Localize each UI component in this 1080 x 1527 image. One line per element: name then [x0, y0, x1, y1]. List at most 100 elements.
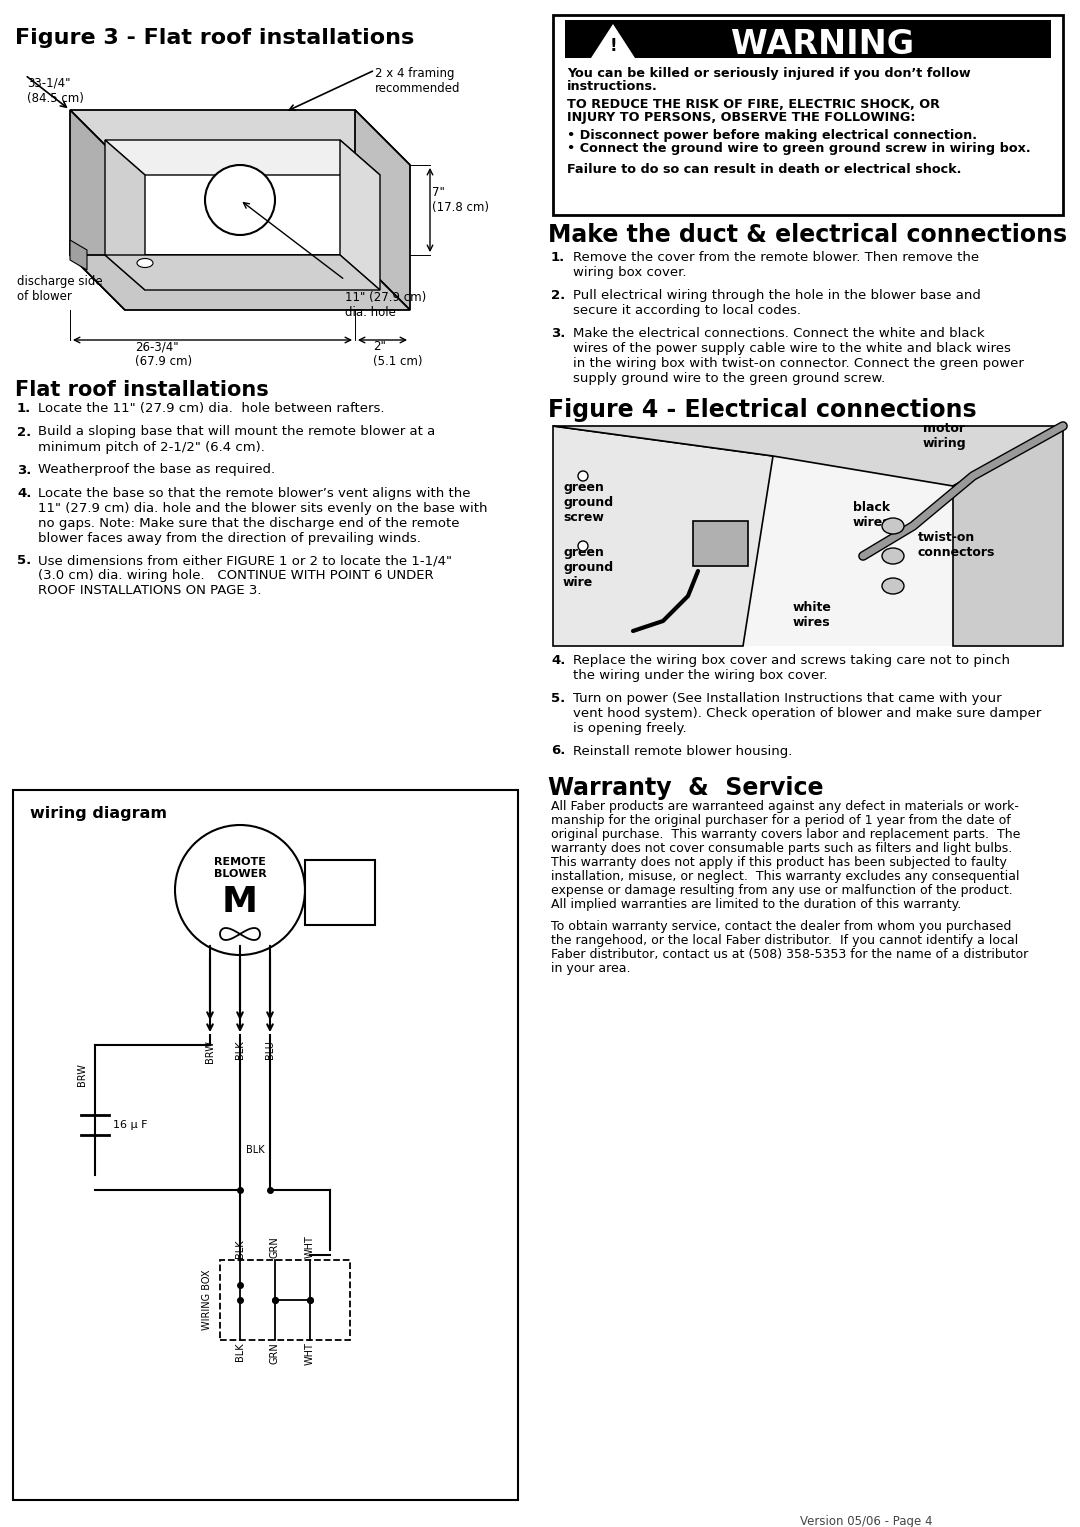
Circle shape — [205, 165, 275, 235]
Text: WARNING: WARNING — [731, 29, 915, 61]
Text: in your area.: in your area. — [551, 962, 631, 976]
Text: Turn on power (See Installation Instructions that came with your
vent hood syste: Turn on power (See Installation Instruct… — [573, 692, 1041, 734]
Text: BLK: BLK — [235, 1342, 245, 1361]
Polygon shape — [553, 426, 773, 646]
Text: instructions.: instructions. — [567, 79, 658, 93]
Text: INJURY TO PERSONS, OBSERVE THE FOLLOWING:: INJURY TO PERSONS, OBSERVE THE FOLLOWING… — [567, 111, 916, 124]
Text: motor
wiring: motor wiring — [923, 421, 967, 450]
Polygon shape — [340, 140, 380, 290]
Text: 2"
(5.1 cm): 2" (5.1 cm) — [373, 341, 422, 368]
Text: installation, misuse, or neglect.  This warranty excludes any consequential: installation, misuse, or neglect. This w… — [551, 870, 1020, 883]
Text: Locate the 11" (27.9 cm) dia.  hole between rafters.: Locate the 11" (27.9 cm) dia. hole betwe… — [38, 402, 384, 415]
Text: 2.: 2. — [17, 426, 31, 438]
Text: !: ! — [609, 37, 617, 55]
Bar — [553, 426, 1063, 646]
Text: green
ground
screw: green ground screw — [563, 481, 613, 524]
Polygon shape — [553, 426, 1063, 486]
Text: discharge side
of blower: discharge side of blower — [17, 275, 103, 302]
Polygon shape — [105, 255, 380, 290]
Text: BRW: BRW — [77, 1064, 87, 1086]
Bar — [13, 789, 518, 1500]
Text: 1.: 1. — [17, 402, 31, 415]
Polygon shape — [105, 140, 380, 176]
Text: • Disconnect power before making electrical connection.: • Disconnect power before making electri… — [567, 128, 977, 142]
Bar — [220, 1260, 350, 1341]
Text: twist-on
connectors: twist-on connectors — [918, 531, 996, 559]
Polygon shape — [355, 110, 410, 310]
Polygon shape — [953, 426, 1063, 646]
Circle shape — [175, 825, 305, 954]
Ellipse shape — [882, 579, 904, 594]
Text: BLK: BLK — [235, 1040, 245, 1058]
Bar — [693, 521, 748, 567]
Text: warranty does not cover consumable parts such as filters and light bulbs.: warranty does not cover consumable parts… — [551, 841, 1012, 855]
Text: Version 05/06 - Page 4: Version 05/06 - Page 4 — [800, 1515, 932, 1527]
Text: TO REDUCE THE RISK OF FIRE, ELECTRIC SHOCK, OR: TO REDUCE THE RISK OF FIRE, ELECTRIC SHO… — [567, 98, 940, 111]
Bar — [553, 15, 1063, 215]
Text: Reinstall remote blower housing.: Reinstall remote blower housing. — [573, 745, 793, 757]
Text: Build a sloping base that will mount the remote blower at a
minimum pitch of 2-1: Build a sloping base that will mount the… — [38, 426, 435, 454]
Ellipse shape — [882, 518, 904, 534]
Text: Flat roof installations: Flat roof installations — [15, 380, 269, 400]
Text: 2 x 4 framing
recommended: 2 x 4 framing recommended — [375, 67, 460, 95]
Polygon shape — [105, 140, 145, 290]
Text: BLK: BLK — [235, 1240, 245, 1258]
Text: 33-1/4"
(84.5 cm): 33-1/4" (84.5 cm) — [27, 76, 84, 105]
Polygon shape — [70, 255, 410, 310]
Text: All implied warranties are limited to the duration of this warranty.: All implied warranties are limited to th… — [551, 898, 961, 912]
Text: the rangehood, or the local Faber distributor.  If you cannot identify a local: the rangehood, or the local Faber distri… — [551, 935, 1018, 947]
Text: You can be killed or seriously injured if you don’t follow: You can be killed or seriously injured i… — [567, 67, 971, 79]
Text: Faber distributor, contact us at (508) 358-5353 for the name of a distributor: Faber distributor, contact us at (508) 3… — [551, 948, 1028, 960]
Text: BLU: BLU — [265, 1040, 275, 1058]
Text: 26-3/4"
(67.9 cm): 26-3/4" (67.9 cm) — [135, 341, 192, 368]
Text: white
wires: white wires — [793, 602, 832, 629]
Text: WHT: WHT — [305, 1342, 315, 1365]
Text: BLK: BLK — [246, 1145, 265, 1154]
Polygon shape — [70, 240, 87, 270]
Text: 5.: 5. — [551, 692, 565, 705]
Text: Make the duct & electrical connections: Make the duct & electrical connections — [548, 223, 1067, 247]
Text: original purchase.  This warranty covers labor and replacement parts.  The: original purchase. This warranty covers … — [551, 828, 1021, 841]
Text: WHT: WHT — [305, 1235, 315, 1258]
Text: green
ground
wire: green ground wire — [563, 547, 613, 589]
Text: 16 μ F: 16 μ F — [113, 1119, 148, 1130]
Text: 4.: 4. — [17, 487, 31, 499]
Text: • Connect the ground wire to green ground screw in wiring box.: • Connect the ground wire to green groun… — [567, 142, 1030, 156]
Circle shape — [578, 470, 588, 481]
Text: REMOTE
BLOWER: REMOTE BLOWER — [214, 857, 267, 880]
Ellipse shape — [137, 258, 153, 267]
Text: Weatherproof the base as required.: Weatherproof the base as required. — [38, 464, 275, 476]
Text: This warranty does not apply if this product has been subjected to faulty: This warranty does not apply if this pro… — [551, 857, 1007, 869]
Text: BRW: BRW — [205, 1040, 215, 1063]
Text: 5.: 5. — [17, 554, 31, 567]
Bar — [565, 20, 1051, 58]
Text: GRN: GRN — [270, 1237, 280, 1258]
Text: 11" (27.9 cm)
dia. hole: 11" (27.9 cm) dia. hole — [345, 292, 427, 319]
Polygon shape — [591, 24, 635, 58]
Text: 6.: 6. — [551, 745, 565, 757]
Text: wiring diagram: wiring diagram — [30, 806, 167, 822]
Text: GRN: GRN — [270, 1342, 280, 1364]
Text: expense or damage resulting from any use or malfunction of the product.: expense or damage resulting from any use… — [551, 884, 1013, 896]
Text: 3.: 3. — [551, 327, 565, 341]
Text: Locate the base so that the remote blower’s vent aligns with the
11" (27.9 cm) d: Locate the base so that the remote blowe… — [38, 487, 487, 545]
Text: manship for the original purchaser for a period of 1 year from the date of: manship for the original purchaser for a… — [551, 814, 1011, 828]
Polygon shape — [70, 110, 410, 165]
Polygon shape — [70, 110, 125, 310]
Text: All Faber products are warranteed against any defect in materials or work-: All Faber products are warranteed agains… — [551, 800, 1018, 812]
Text: Make the electrical connections. Connect the white and black
wires of the power : Make the electrical connections. Connect… — [573, 327, 1024, 385]
Text: Remove the cover from the remote blower. Then remove the
wiring box cover.: Remove the cover from the remote blower.… — [573, 250, 980, 279]
Circle shape — [578, 541, 588, 551]
Text: Use dimensions from either FIGURE 1 or 2 to locate the 1-1/4"
(3.0 cm) dia. wiri: Use dimensions from either FIGURE 1 or 2… — [38, 554, 453, 597]
Text: Figure 3 - Flat roof installations: Figure 3 - Flat roof installations — [15, 27, 415, 47]
Text: 2.: 2. — [551, 289, 565, 302]
Text: 1.: 1. — [551, 250, 565, 264]
Ellipse shape — [882, 548, 904, 563]
Text: 7"
(17.8 cm): 7" (17.8 cm) — [432, 186, 489, 214]
Text: Replace the wiring box cover and screws taking care not to pinch
the wiring unde: Replace the wiring box cover and screws … — [573, 654, 1010, 683]
Text: black
wires: black wires — [853, 501, 891, 528]
Text: Warranty  &  Service: Warranty & Service — [548, 776, 824, 800]
Text: Figure 4 - Electrical connections: Figure 4 - Electrical connections — [548, 399, 976, 421]
Text: To obtain warranty service, contact the dealer from whom you purchased: To obtain warranty service, contact the … — [551, 919, 1011, 933]
Text: WIRING BOX: WIRING BOX — [202, 1270, 212, 1330]
